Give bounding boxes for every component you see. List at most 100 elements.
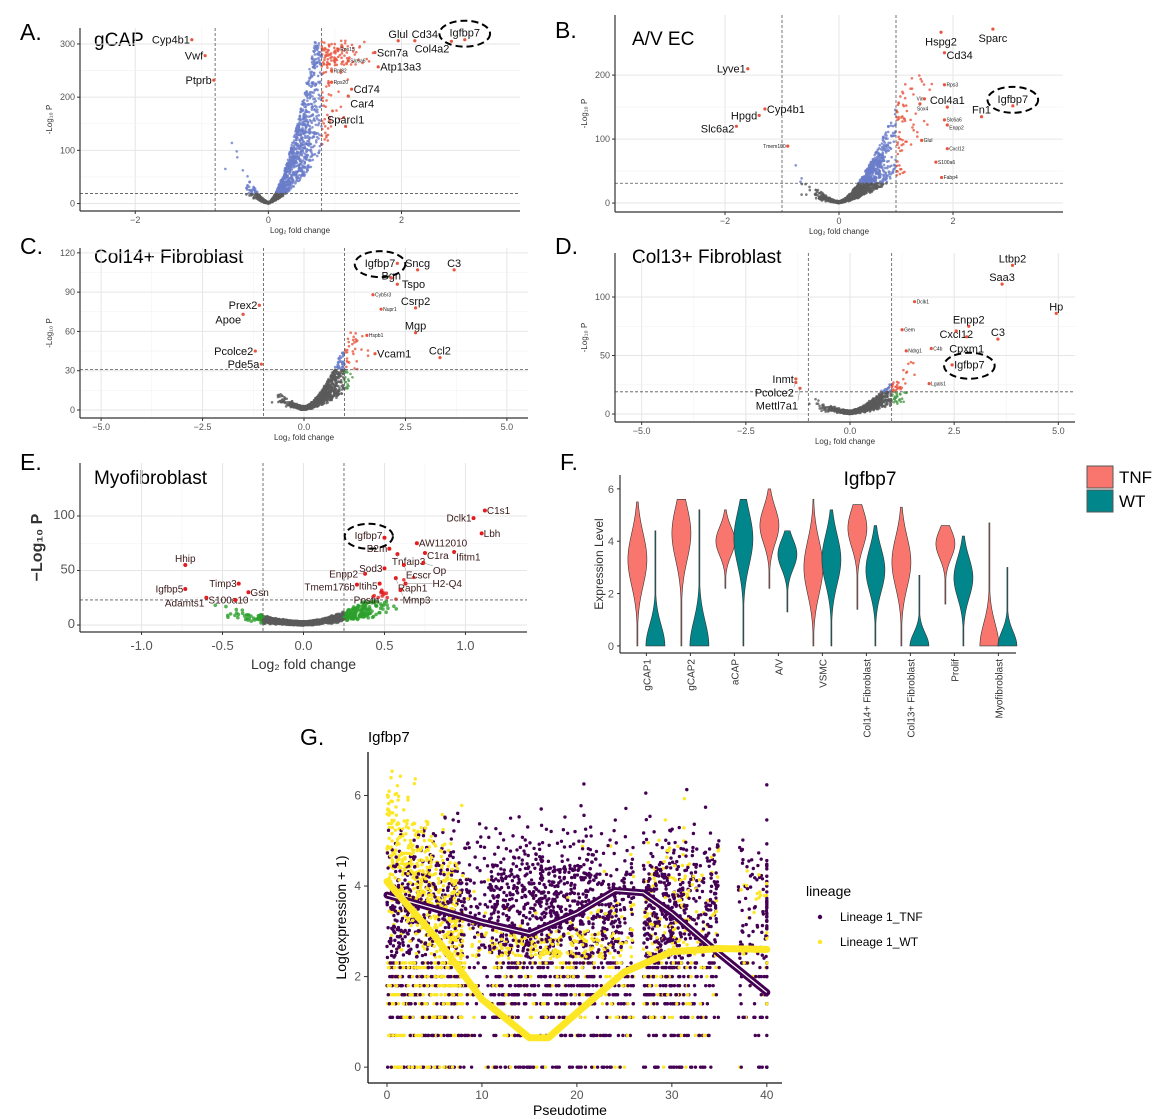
data-point [302,172,305,175]
data-point [329,387,333,390]
data-point [326,48,330,52]
data-point [333,63,337,67]
gene-label: Hpgd [731,110,757,122]
x-tick-label: 0 [266,215,271,225]
data-point [318,144,322,148]
data-point [320,65,324,68]
data-point [298,128,302,131]
data-point [295,138,298,142]
gene-label: Igfbp7 [998,94,1029,106]
gene-label: Car4 [350,98,374,110]
data-point [822,408,826,412]
y-tick-label: 200 [60,92,75,102]
gene-label: Sparc [979,33,1008,45]
data-point [866,183,870,187]
gene-point [371,293,375,297]
data-point [346,387,349,390]
data-point [319,402,323,405]
data-point [880,142,884,145]
data-point [317,97,320,100]
data-point [336,365,339,368]
x-tick-label: 5.0 [501,422,514,432]
data-point [299,132,303,136]
data-point [310,84,314,88]
data-point [324,51,328,54]
data-point [292,141,296,144]
gene-point [379,307,383,311]
data-point [899,400,903,404]
data-point [890,134,893,138]
data-point [315,135,319,139]
data-point [292,172,295,175]
gene-point [343,124,348,129]
data-point [339,105,343,109]
data-point [918,74,921,77]
data-point [887,146,891,149]
data-point [311,158,315,162]
data-point [877,146,881,150]
data-point [347,361,351,364]
data-point [248,188,252,192]
data-point [351,342,354,346]
data-point [327,93,331,96]
data-point [902,377,905,381]
data-point [250,190,253,194]
gene-label: Rpl32 [334,68,347,74]
data-point [305,136,309,139]
data-point [325,85,328,88]
data-point [305,103,308,107]
data-point [317,56,320,60]
gene-point [396,39,400,43]
data-point [282,190,286,194]
gene-point [253,349,257,353]
data-point [849,195,853,198]
data-point [864,170,868,173]
data-point [290,162,293,165]
data-point [333,365,337,369]
data-point [919,77,923,81]
data-point [351,60,355,64]
gene-label: Fn1 [972,105,991,117]
data-point [299,136,303,140]
data-point [318,397,321,401]
data-point [336,376,339,379]
gene-point [920,138,924,142]
gene-label: S100a6 [938,160,955,166]
data-point [310,55,314,58]
y-tick-label: 120 [60,248,75,258]
data-point [324,54,328,58]
data-point [248,180,251,184]
gene-point [413,39,417,43]
gene-label: Tmem100 [763,144,786,150]
data-point [299,169,303,173]
data-point [287,160,291,163]
data-point [339,71,343,75]
data-point [290,143,294,147]
data-point [304,142,308,146]
data-point [286,179,290,182]
gene-point [991,27,995,31]
data-point [869,183,872,187]
data-point [250,193,253,197]
data-point [794,164,798,167]
data-point [329,389,332,392]
data-point [353,53,357,56]
data-point [313,53,317,56]
data-point [888,170,891,174]
gene-label: Vwf [185,51,204,63]
data-point [270,401,274,404]
data-point [322,104,326,108]
gene-point [463,38,467,42]
data-point [352,46,355,50]
data-point [294,136,298,139]
data-point [317,114,321,117]
data-point [363,40,366,44]
data-point [831,200,835,203]
data-point [904,382,907,385]
data-point [261,199,265,202]
data-point [316,88,319,92]
data-point [887,149,891,152]
data-point [307,140,311,143]
data-point [315,399,319,403]
data-point [279,180,282,184]
